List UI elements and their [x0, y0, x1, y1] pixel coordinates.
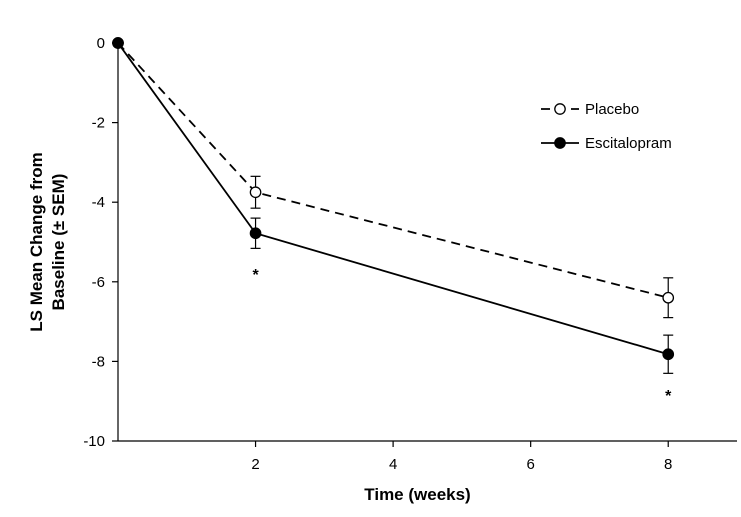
x-tick-label: 2 — [251, 456, 259, 473]
axis-titles: * * Time (weeks) LS Mean Change from Baselin… — [27, 152, 672, 504]
series-placebo — [112, 37, 675, 319]
significance-asterisk: * — [252, 267, 259, 284]
legend-marker — [554, 103, 566, 115]
legend-label: Escitalopram — [585, 135, 672, 152]
series-group — [112, 37, 675, 374]
y-tick-label: 0 — [97, 35, 105, 52]
axes: 0 -2 -4 -6 -8 -10 2 4 6 8 — [83, 35, 737, 473]
data-point — [249, 227, 262, 240]
data-point — [662, 348, 675, 361]
y-tick-label: -4 — [92, 194, 105, 211]
series-escitalopram — [112, 37, 675, 374]
legend-marker — [554, 137, 566, 149]
y-tick-label: -10 — [83, 433, 105, 450]
significance-asterisk: * — [665, 388, 672, 405]
x-tick-label: 6 — [526, 456, 534, 473]
series-line — [117, 42, 669, 299]
y-tick-label: -6 — [92, 274, 105, 291]
legend-item-placebo: Placebo — [541, 101, 639, 118]
legend: Placebo Escitalopram — [541, 101, 672, 152]
legend-item-escitalopram: Escitalopram — [541, 135, 672, 152]
series-line — [117, 42, 669, 356]
x-axis-title: Time (weeks) — [364, 485, 470, 504]
y-axis-title-line: Baseline (± SEM) — [49, 174, 68, 311]
data-point — [112, 37, 124, 49]
x-tick-label: 8 — [664, 456, 672, 473]
y-axis-title-line: LS Mean Change from — [27, 152, 46, 331]
data-point — [662, 291, 675, 304]
data-point — [249, 186, 262, 199]
y-tick-label: -8 — [92, 353, 105, 370]
legend-label: Placebo — [585, 101, 639, 118]
y-tick-label: -2 — [92, 115, 105, 132]
x-tick-label: 4 — [389, 456, 397, 473]
